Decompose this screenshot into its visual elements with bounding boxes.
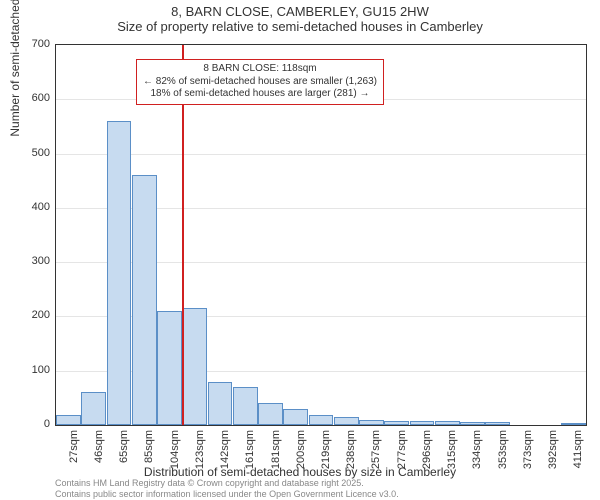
histogram-plot-area: 8 BARN CLOSE: 118sqm← 82% of semi-detach…: [55, 44, 587, 426]
annotation-box: 8 BARN CLOSE: 118sqm← 82% of semi-detach…: [136, 59, 384, 105]
y-tick-label: 600: [10, 92, 50, 104]
x-tick-label: 238sqm: [345, 430, 357, 470]
histogram-bar: [460, 422, 485, 425]
y-tick-label: 300: [10, 255, 50, 267]
x-tick-label: 315sqm: [446, 430, 458, 470]
histogram-bar: [561, 423, 586, 425]
x-tick-label: 46sqm: [93, 430, 105, 470]
histogram-bar: [56, 415, 81, 425]
x-tick-label: 392sqm: [547, 430, 559, 470]
y-tick-label: 100: [10, 364, 50, 376]
histogram-bar: [157, 311, 182, 425]
gridline: [56, 154, 586, 155]
x-tick-label: 411sqm: [572, 430, 584, 470]
y-tick-label: 0: [10, 418, 50, 430]
y-axis-label: Number of semi-detached properties: [8, 0, 22, 137]
chart-title-block: 8, BARN CLOSE, CAMBERLEY, GU15 2HW Size …: [0, 0, 600, 34]
histogram-bar: [435, 421, 460, 425]
y-tick-label: 200: [10, 309, 50, 321]
x-tick-label: 219sqm: [320, 430, 332, 470]
histogram-bar: [132, 175, 157, 425]
annotation-line3: 18% of semi-detached houses are larger (…: [143, 88, 377, 101]
histogram-bar: [208, 382, 233, 425]
histogram-bar: [283, 409, 308, 425]
histogram-bar: [233, 387, 258, 425]
histogram-bar: [410, 421, 435, 425]
chart-title-line1: 8, BARN CLOSE, CAMBERLEY, GU15 2HW: [0, 4, 600, 19]
x-tick-label: 161sqm: [244, 430, 256, 470]
y-tick-label: 500: [10, 147, 50, 159]
x-tick-label: 181sqm: [270, 430, 282, 470]
histogram-bar: [81, 392, 106, 425]
credits-line1: Contains HM Land Registry data © Crown c…: [55, 478, 399, 489]
histogram-bar: [359, 420, 384, 425]
histogram-bar: [309, 415, 334, 425]
x-tick-label: 334sqm: [471, 430, 483, 470]
y-tick-label: 700: [10, 38, 50, 50]
histogram-bar: [258, 403, 283, 425]
annotation-line2: ← 82% of semi-detached houses are smalle…: [143, 76, 377, 89]
x-tick-label: 296sqm: [421, 430, 433, 470]
x-tick-label: 65sqm: [118, 430, 130, 470]
x-tick-label: 353sqm: [497, 430, 509, 470]
histogram-bar: [107, 121, 132, 425]
x-tick-label: 277sqm: [396, 430, 408, 470]
chart-title-line2: Size of property relative to semi-detach…: [0, 19, 600, 34]
histogram-bar: [384, 421, 409, 425]
credits-block: Contains HM Land Registry data © Crown c…: [55, 478, 399, 500]
histogram-bar: [485, 422, 510, 425]
x-tick-label: 123sqm: [194, 430, 206, 470]
histogram-bar: [182, 308, 207, 425]
x-tick-label: 373sqm: [522, 430, 534, 470]
annotation-line1: 8 BARN CLOSE: 118sqm: [143, 63, 377, 76]
x-tick-label: 85sqm: [143, 430, 155, 470]
x-tick-label: 200sqm: [295, 430, 307, 470]
x-tick-label: 142sqm: [219, 430, 231, 470]
y-tick-label: 400: [10, 201, 50, 213]
x-tick-label: 27sqm: [68, 430, 80, 470]
credits-line2: Contains public sector information licen…: [55, 489, 399, 500]
x-tick-label: 257sqm: [370, 430, 382, 470]
x-tick-label: 104sqm: [169, 430, 181, 470]
histogram-bar: [334, 417, 359, 425]
